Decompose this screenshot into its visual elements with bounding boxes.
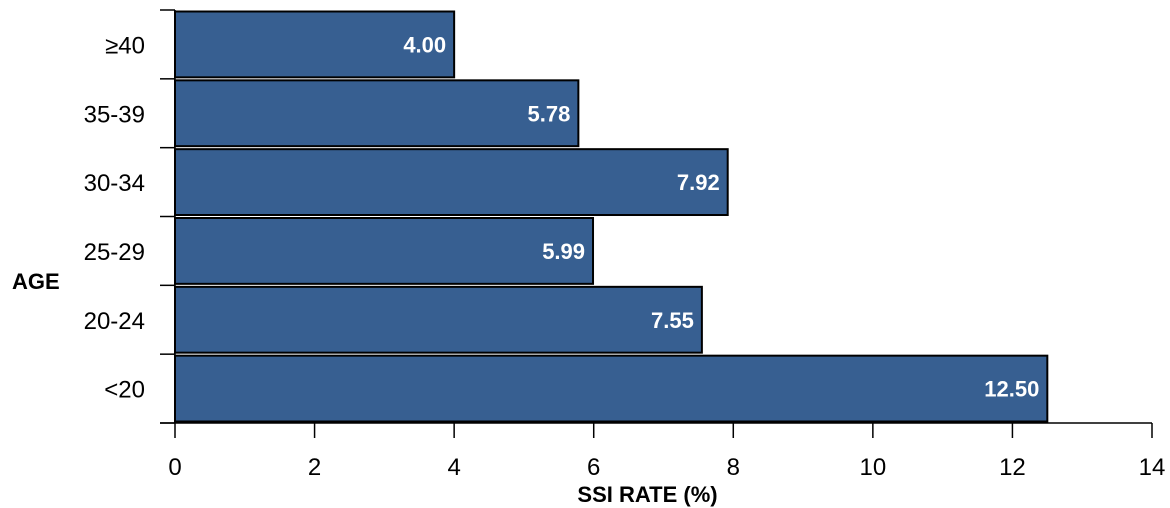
x-tick-label: 6 (587, 454, 600, 481)
bar-25-29 (174, 217, 595, 285)
y-tick-label: 20-24 (84, 308, 145, 335)
ticks (160, 9, 1153, 438)
y-tick-label: 30-34 (84, 170, 145, 197)
y-tick-label: ≥40 (105, 32, 145, 59)
bar-≥40 (174, 10, 456, 79)
bar-<20 (174, 354, 1049, 423)
y-tick-label: 35-39 (84, 101, 145, 128)
data-label: 7.55 (651, 308, 694, 333)
data-labels: 12.50 7.55 5.99 7.92 5.78 4.00 (403, 32, 1039, 401)
x-axis-title: SSI RATE (%) (577, 482, 717, 507)
bar-20-24 (174, 285, 703, 354)
x-tick-label: 12 (999, 454, 1026, 481)
data-label: 5.78 (528, 101, 571, 126)
data-label: 7.92 (677, 170, 720, 195)
x-tick-label: 10 (860, 454, 887, 481)
data-label: 5.99 (542, 239, 585, 264)
x-tick-label: 4 (447, 454, 460, 481)
x-tick-label: 0 (168, 454, 181, 481)
y-tick-label: <20 (104, 377, 145, 404)
y-tick-label: 25-29 (84, 239, 145, 266)
data-label: 4.00 (403, 32, 446, 57)
y-axis-title: AGE (12, 269, 60, 294)
bar-35-39 (174, 79, 580, 148)
x-tick-label: 8 (727, 454, 740, 481)
bar-30-34 (174, 148, 729, 217)
tick-labels: <20 20-24 25-29 30-34 35-39 ≥40 0 2 4 6 8 10 12 14 (84, 32, 1166, 481)
bars (174, 10, 1049, 423)
x-tick-label: 14 (1139, 454, 1166, 481)
x-tick-label: 2 (308, 454, 321, 481)
data-label: 12.50 (984, 377, 1039, 402)
